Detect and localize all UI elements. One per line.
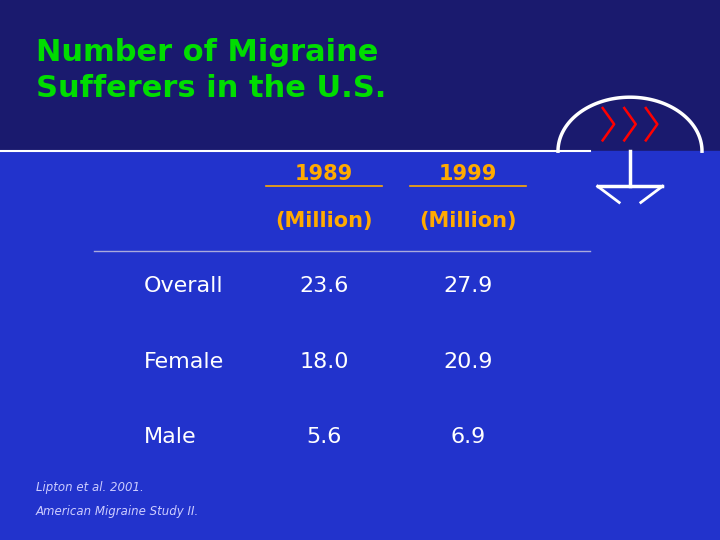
- Text: 5.6: 5.6: [306, 427, 342, 448]
- Text: Overall: Overall: [144, 276, 224, 296]
- Text: Female: Female: [144, 352, 224, 372]
- Text: Lipton et al. 2001.: Lipton et al. 2001.: [36, 481, 144, 494]
- Text: 18.0: 18.0: [300, 352, 348, 372]
- Text: 20.9: 20.9: [444, 352, 492, 372]
- Text: 1999: 1999: [438, 164, 498, 184]
- Text: American Migraine Study II.: American Migraine Study II.: [36, 505, 199, 518]
- Text: 23.6: 23.6: [300, 276, 348, 296]
- Text: Number of Migraine
Sufferers in the U.S.: Number of Migraine Sufferers in the U.S.: [36, 38, 387, 103]
- Text: 6.9: 6.9: [451, 427, 485, 448]
- Text: (Million): (Million): [275, 211, 373, 231]
- Text: 1989: 1989: [295, 164, 353, 184]
- Text: (Million): (Million): [419, 211, 517, 231]
- Text: 27.9: 27.9: [444, 276, 492, 296]
- Text: Male: Male: [144, 427, 197, 448]
